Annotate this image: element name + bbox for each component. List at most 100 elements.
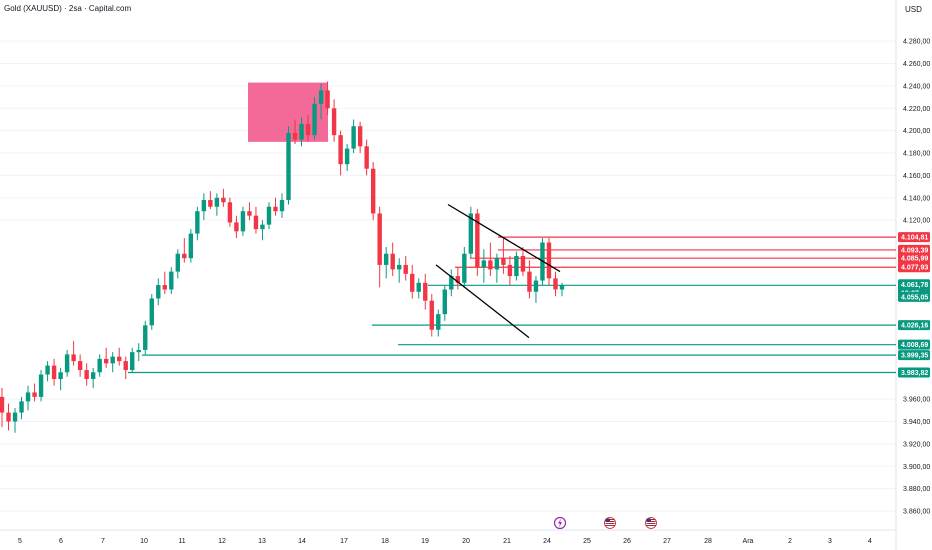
x-tick-label: 5 xyxy=(18,538,22,545)
flag-canton xyxy=(646,518,651,522)
candle-body xyxy=(273,206,278,212)
candle-body xyxy=(403,264,408,274)
candle-body xyxy=(416,282,421,292)
candle-body xyxy=(318,90,324,104)
lightning-icon xyxy=(558,518,562,528)
candle-body xyxy=(136,349,141,353)
candle-body xyxy=(494,258,500,270)
price-level-tag: 4.008,69 xyxy=(898,339,930,350)
price-level-label: 3.983,82 xyxy=(901,370,928,377)
candle-body xyxy=(162,285,167,290)
candle-body xyxy=(397,264,402,270)
x-tick-label: 3 xyxy=(828,538,832,545)
candle-body xyxy=(514,255,519,277)
candle-body xyxy=(208,200,213,207)
price-level-tag: 4.093,39 xyxy=(898,244,930,255)
candle-body xyxy=(84,370,89,380)
candle-body xyxy=(279,200,285,212)
candle-body xyxy=(77,361,83,371)
y-tick-label: 3.860,00 xyxy=(903,509,930,516)
candle-body xyxy=(364,146,369,169)
price-level-label: 4.026,16 xyxy=(901,323,928,330)
lightning-event-icon[interactable] xyxy=(553,516,567,530)
candle-body xyxy=(429,300,434,330)
candle-body xyxy=(488,260,493,270)
candle-body xyxy=(214,197,220,207)
x-tick-label: 27 xyxy=(663,538,671,545)
candle-body xyxy=(344,148,350,165)
y-tick-label: 4.220,00 xyxy=(903,106,930,113)
flag-canton xyxy=(605,518,610,522)
candle-body xyxy=(501,258,506,265)
candle-body xyxy=(201,200,207,212)
price-level-tag-bg xyxy=(898,320,930,331)
candle-body xyxy=(390,253,395,270)
candle-body xyxy=(475,213,480,268)
candle-body xyxy=(507,264,513,277)
y-tick-label: 4.140,00 xyxy=(903,195,930,202)
x-tick-label: 28 xyxy=(704,538,712,545)
channel-upper-trendline[interactable] xyxy=(447,203,561,273)
candle-body xyxy=(325,90,330,109)
candle-body xyxy=(299,123,304,140)
candle-body xyxy=(462,253,467,283)
candle-body xyxy=(292,132,298,140)
candle-body xyxy=(12,412,18,422)
candle-body xyxy=(123,361,128,371)
candle-body xyxy=(156,285,161,299)
price-level-tag-bg xyxy=(898,262,930,273)
candle-body xyxy=(266,206,272,225)
candle-body xyxy=(6,412,11,422)
candle-body xyxy=(169,271,174,290)
candle-body xyxy=(234,222,239,232)
candle-body xyxy=(331,108,337,136)
candle-body xyxy=(455,276,461,283)
candle-body xyxy=(553,278,558,290)
candle-body xyxy=(312,103,317,136)
candle-body xyxy=(182,253,187,259)
flag-stripe xyxy=(646,523,656,524)
candle-body xyxy=(305,123,311,136)
candle-body xyxy=(546,242,552,279)
us-flag-event-icon-2[interactable] xyxy=(645,517,657,529)
x-tick-label: 7 xyxy=(101,538,105,545)
x-tick-label: 12 xyxy=(218,538,226,545)
x-tick-label: 18 xyxy=(381,538,389,545)
price-level-tag-bg xyxy=(898,291,930,302)
price-level-label: 4.008,69 xyxy=(901,342,928,349)
us-flag-event-icon[interactable] xyxy=(604,517,616,529)
price-level-label: 3.999,35 xyxy=(901,353,928,360)
candle-body xyxy=(117,356,122,362)
candle-body xyxy=(90,372,96,380)
y-tick-label: 4.200,00 xyxy=(903,128,930,135)
candle-body xyxy=(51,365,57,380)
y-tick-label: 3.900,00 xyxy=(903,464,930,471)
candle-body xyxy=(468,213,474,254)
flag-stripe xyxy=(605,523,615,524)
candle-body xyxy=(559,285,565,290)
price-level-tag-bg xyxy=(898,339,930,350)
x-tick-label: 14 xyxy=(298,538,306,545)
price-level-tag-bg xyxy=(898,253,930,264)
y-tick-label: 4.240,00 xyxy=(903,83,930,90)
candle-body xyxy=(195,211,200,234)
chart-title: Gold (XAUUSD) · 2sa · Capital.com xyxy=(4,4,132,13)
candle-body xyxy=(357,126,363,147)
price-level-tag: 4.055,05 xyxy=(898,291,930,302)
x-tick-label: Ara xyxy=(743,538,754,545)
candle-body xyxy=(149,298,154,326)
price-level-tag: 4.026,16 xyxy=(898,320,930,331)
candle-body xyxy=(520,255,526,272)
x-tick-label: 4 xyxy=(868,538,872,545)
channel-lower-trendline[interactable] xyxy=(435,264,530,339)
candle-body xyxy=(377,213,382,265)
y-tick-label: 4.180,00 xyxy=(903,151,930,158)
candle-body xyxy=(130,352,135,371)
candle-body xyxy=(240,211,246,232)
candle-body xyxy=(533,280,539,292)
currency-label[interactable]: USD xyxy=(905,5,922,14)
x-tick-label: 2 xyxy=(788,538,792,545)
x-tick-label: 25 xyxy=(583,538,591,545)
price-level-tag: 3.999,35 xyxy=(898,350,930,361)
